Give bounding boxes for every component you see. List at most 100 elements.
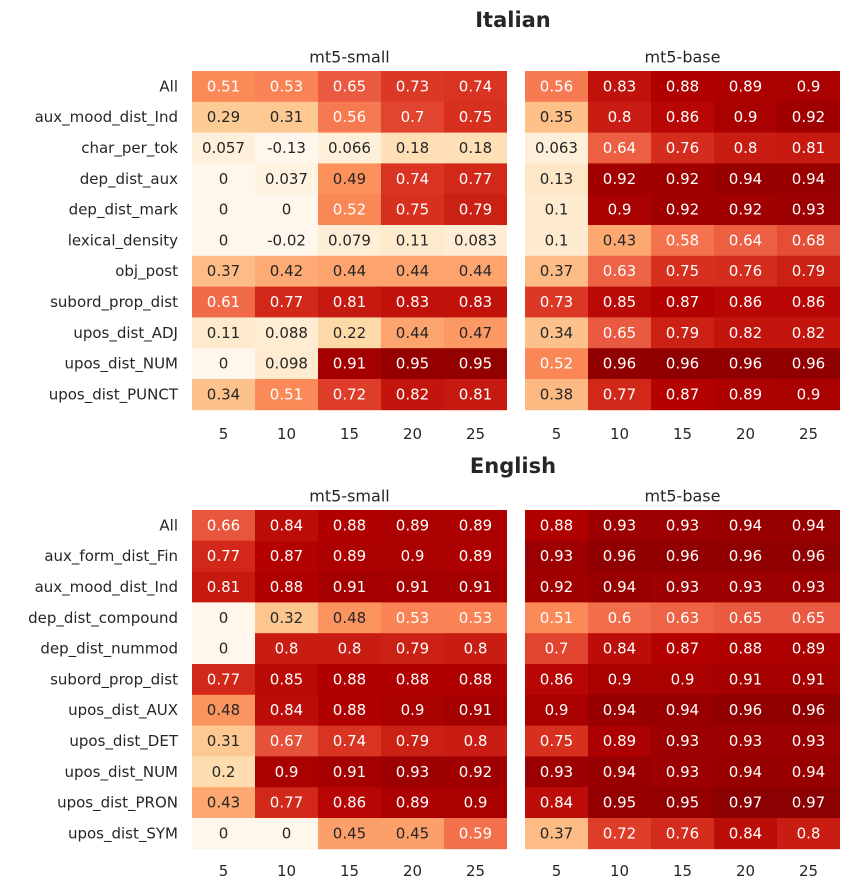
italian-mt5-small-cell (381, 286, 444, 318)
italian-mt5-small-cell-label: 0.066 (328, 139, 371, 157)
english-mt5-base-cell-label: 0.63 (666, 609, 699, 627)
italian-mt5-base-subtitle: mt5-base (645, 48, 721, 67)
english-mt5-base-x-tick: 25 (799, 862, 818, 880)
italian-mt5-base-cell (588, 194, 651, 226)
italian-mt5-small-cell-label: 0.61 (207, 293, 240, 311)
english-mt5-base-cell (525, 694, 588, 726)
italian-mt5-base-cell-label: 0.87 (666, 385, 699, 403)
english-mt5-base-cell-label: 0.93 (666, 732, 699, 750)
english-mt5-small-cell (318, 540, 381, 572)
english-mt5-base-cell (651, 602, 714, 634)
english-mt5-base-cell (714, 633, 777, 665)
english-mt5-base-cell-label: 0.72 (603, 824, 636, 842)
english-mt5-base-cell (777, 756, 840, 788)
italian-mt5-small-cell-label: 0.083 (454, 231, 497, 249)
italian-mt5-base-cell (651, 163, 714, 195)
english-mt5-small-cell-label: 0.59 (459, 824, 492, 842)
english-mt5-base-cell (714, 571, 777, 603)
english-mt5-base-cell-label: 0.96 (666, 547, 699, 565)
italian-mt5-base-cell (525, 101, 588, 133)
english-mt5-small-cell (192, 725, 255, 757)
italian-mt5-small-x-tick: 5 (219, 425, 229, 443)
english-mt5-base-cell (525, 756, 588, 788)
english-mt5-base-cell (525, 633, 588, 665)
english-mt5-base-cell-label: 0.96 (729, 701, 762, 719)
italian-mt5-base-cell (525, 132, 588, 164)
italian-mt5-small-cell-label: 0.81 (459, 385, 492, 403)
english-mt5-base-cell (525, 602, 588, 634)
italian-mt5-base-cell-label: 0.58 (666, 231, 699, 249)
english-mt5-base-cell-label: 0.92 (540, 578, 573, 596)
english-mt5-base-cell-label: 0.88 (540, 516, 573, 534)
italian-mt5-base-cell (525, 163, 588, 195)
english-mt5-small-cell-label: 0.2 (212, 763, 236, 781)
english-mt5-small-cell-label: 0 (219, 640, 229, 658)
italian-mt5-base-cell (651, 286, 714, 318)
english-mt5-base-cell (588, 818, 651, 850)
italian-mt5-base-cell-label: 0.52 (540, 355, 573, 373)
italian-mt5-base-cell-label: 0.81 (792, 139, 825, 157)
english-mt5-small-cell-label: 0.81 (207, 578, 240, 596)
english-mt5-small-cell (192, 571, 255, 603)
english-mt5-base-cell (651, 633, 714, 665)
italian-mt5-small-cell (255, 225, 318, 257)
english-mt5-base-cell (714, 818, 777, 850)
english-mt5-small-cell-label: 0.8 (464, 732, 488, 750)
italian-mt5-base-cell-label: 0.93 (792, 201, 825, 219)
italian-mt5-base-cell-label: 0.92 (792, 108, 825, 126)
italian-mt5-small-cell-label: 0 (282, 201, 292, 219)
italian-mt5-small-cell (318, 132, 381, 164)
italian-mt5-small-cell (444, 225, 507, 257)
english-mt5-base-cell-label: 0.93 (666, 578, 699, 596)
english-mt5-base-cell (525, 787, 588, 819)
italian-mt5-base-cell-label: 0.89 (729, 77, 762, 95)
english-mt5-small-cell-label: 0.32 (270, 609, 303, 627)
italian-mt5-small-cell (255, 379, 318, 411)
english-mt5-base-cell (777, 818, 840, 850)
english-mt5-small-cell-label: 0.91 (333, 578, 366, 596)
english-mt5-base-cell-label: 0.86 (540, 670, 573, 688)
italian-mt5-base-cell (777, 101, 840, 133)
english-mt5-base-cell (777, 571, 840, 603)
english-mt5-small-cell-label: 0.84 (270, 516, 303, 534)
english-mt5-base-cell-label: 0.93 (603, 516, 636, 534)
english-mt5-small-cell-label: 0.88 (333, 670, 366, 688)
english-mt5-base-cell (714, 540, 777, 572)
english-mt5-small-cell-label: 0 (282, 824, 292, 842)
italian-mt5-base-cell (651, 379, 714, 411)
italian-row-label: lexical_density (68, 231, 178, 250)
english-mt5-small-cell (192, 633, 255, 665)
english-mt5-small-cell (192, 510, 255, 542)
italian-mt5-base-cell-label: 0.8 (734, 139, 758, 157)
english-mt5-base-cell-label: 0.94 (792, 516, 825, 534)
english-mt5-base-cell (588, 571, 651, 603)
english-mt5-base-cell (714, 756, 777, 788)
english-mt5-base-cell (588, 756, 651, 788)
italian-mt5-small-cell (444, 132, 507, 164)
english-mt5-small-cell-label: 0.89 (396, 794, 429, 812)
italian-mt5-small-cell (255, 194, 318, 226)
english-mt5-small-cell (444, 571, 507, 603)
english-mt5-base-cell-label: 0.88 (729, 640, 762, 658)
italian-mt5-small-cell (318, 225, 381, 257)
english-mt5-base-cell (651, 540, 714, 572)
italian-mt5-base-cell-label: 0.79 (792, 262, 825, 280)
english-mt5-small-cell-label: 0.77 (270, 794, 303, 812)
italian-mt5-base-cell-label: 0.64 (729, 231, 762, 249)
italian-mt5-small-cell (381, 163, 444, 195)
italian-mt5-base-cell (651, 71, 714, 103)
italian-mt5-small-cell-label: 0.72 (333, 385, 366, 403)
english-mt5-small-cell (192, 602, 255, 634)
english-mt5-small-cell-label: 0.48 (207, 701, 240, 719)
english-mt5-base-cell-label: 0.9 (671, 670, 695, 688)
italian-mt5-base-cell-label: 0.9 (797, 385, 821, 403)
italian-mt5-small-x-tick: 25 (466, 425, 485, 443)
english-mt5-small-cell (318, 725, 381, 757)
italian-mt5-small-cell-label: 0.22 (333, 324, 366, 342)
italian-mt5-small-cell (192, 317, 255, 349)
english-mt5-small-cell-label: 0.31 (207, 732, 240, 750)
italian-mt5-base-cell-label: 0.86 (729, 293, 762, 311)
english-mt5-small-cell-label: 0.77 (207, 670, 240, 688)
english-mt5-small-cell (318, 510, 381, 542)
italian-mt5-small-cell-label: 0.18 (396, 139, 429, 157)
